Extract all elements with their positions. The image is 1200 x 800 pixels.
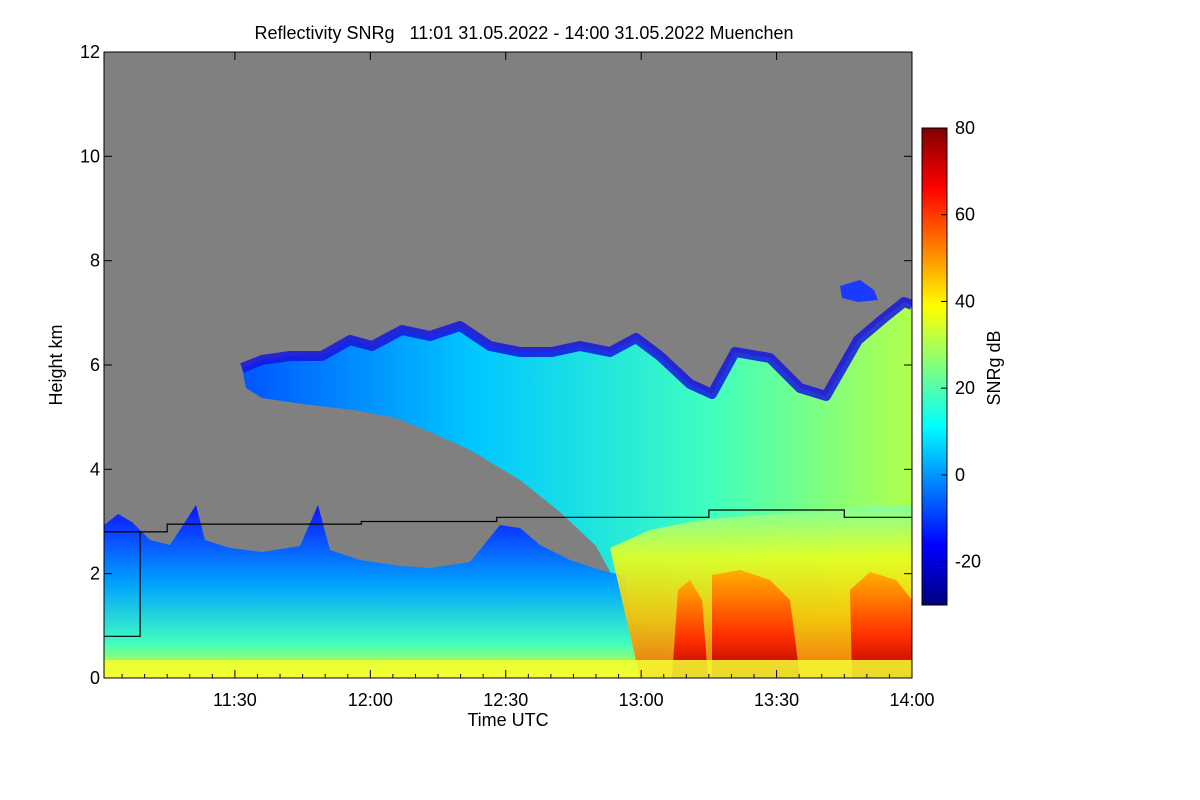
y-tick-label: 12 <box>80 42 100 62</box>
x-tick-label: 12:00 <box>348 690 393 710</box>
reflectivity-field <box>104 280 912 678</box>
y-tick-label: 4 <box>90 459 100 479</box>
x-axis: 11:30 12:00 12:30 13:00 13:30 14:00 <box>121 52 935 710</box>
colorbar-tick-label: 40 <box>955 291 975 311</box>
colorbar-gradient <box>921 127 948 606</box>
y-tick-label: 10 <box>80 146 100 166</box>
colorbar-tick-label: 80 <box>955 118 975 138</box>
surface-clutter <box>104 660 912 678</box>
y-tick-label: 8 <box>90 251 100 271</box>
x-tick-label: 11:30 <box>213 690 257 710</box>
y-axis: 0 2 4 6 8 10 12 <box>80 42 912 688</box>
chart-title: Reflectivity SNRg 11:01 31.05.2022 - 14:… <box>254 23 793 43</box>
colorbar-tick-label: 60 <box>955 205 975 225</box>
colorbar-label: SNRg dB <box>984 330 1004 405</box>
y-tick-label: 0 <box>90 668 100 688</box>
x-tick-label: 14:00 <box>889 690 934 710</box>
boundary-layer-line <box>104 509 912 637</box>
x-tick-label: 12:30 <box>483 690 528 710</box>
y-tick-label: 6 <box>90 355 100 375</box>
high-cloud-fragment <box>840 280 878 302</box>
x-axis-label: Time UTC <box>467 710 548 730</box>
colorbar-tick-label: 20 <box>955 378 975 398</box>
upper-cloud-top-edge <box>240 297 912 401</box>
x-tick-label: 13:00 <box>619 690 664 710</box>
colorbar: -20 0 20 40 60 80 <box>921 118 981 606</box>
colorbar-tick-label: -20 <box>955 552 981 572</box>
precipitation-core-2 <box>712 570 800 678</box>
y-tick-label: 2 <box>90 564 100 584</box>
y-axis-label: Height km <box>46 324 66 405</box>
precipitation-core-1 <box>672 580 708 678</box>
lower-cloud-band <box>104 505 640 678</box>
precipitation-core-3 <box>850 572 912 678</box>
x-tick-label: 13:30 <box>754 690 799 710</box>
colorbar-tick-label: 0 <box>955 465 965 485</box>
